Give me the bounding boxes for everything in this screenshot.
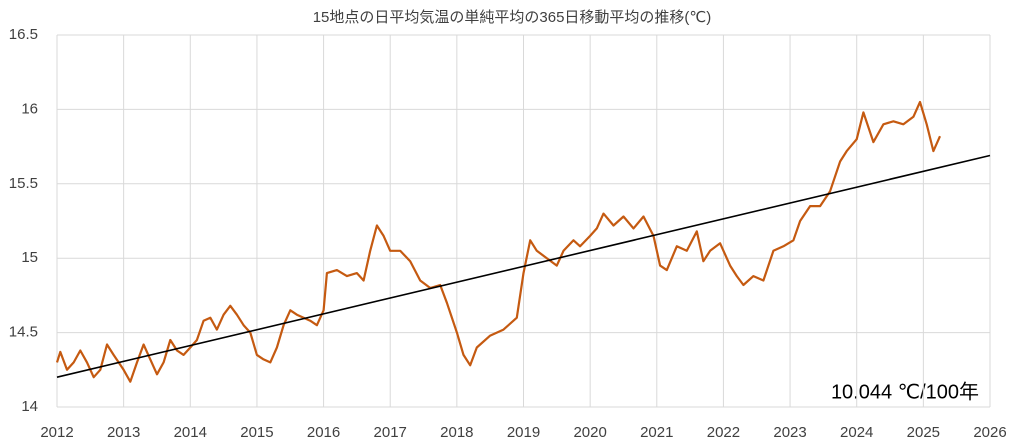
trend-line bbox=[56, 154, 991, 378]
x-tick-label: 2025 bbox=[907, 424, 940, 441]
y-tick-label: 15 bbox=[21, 249, 38, 266]
x-tick-label: 2023 bbox=[773, 424, 806, 441]
x-tick-label: 2014 bbox=[174, 424, 207, 441]
x-tick-label: 2015 bbox=[240, 424, 273, 441]
x-tick-label: 2019 bbox=[507, 424, 540, 441]
x-tick-label: 2021 bbox=[640, 424, 673, 441]
data-line bbox=[55, 100, 942, 383]
x-tick-label: 2013 bbox=[107, 424, 140, 441]
x-tick-label: 2020 bbox=[573, 424, 606, 441]
x-tick-label: 2024 bbox=[840, 424, 873, 441]
x-tick-label: 2016 bbox=[307, 424, 340, 441]
y-tick-label: 14 bbox=[21, 398, 38, 415]
annotation: 10.044 ℃/100年 bbox=[831, 380, 979, 403]
x-tick-label: 2022 bbox=[707, 424, 740, 441]
x-tick-label: 2012 bbox=[40, 424, 73, 441]
y-tick-label: 15.5 bbox=[9, 175, 38, 192]
chart-title: 15地点の日平均気温の単純平均の365日移動平均の推移(℃) bbox=[313, 9, 712, 26]
y-tick-label: 14.5 bbox=[9, 324, 38, 341]
y-tick-label: 16 bbox=[21, 100, 38, 117]
x-tick-label: 2018 bbox=[440, 424, 473, 441]
y-tick-label: 16.5 bbox=[9, 26, 38, 43]
x-tick-label: 2026 bbox=[973, 424, 1006, 441]
x-tick-label: 2017 bbox=[374, 424, 407, 441]
